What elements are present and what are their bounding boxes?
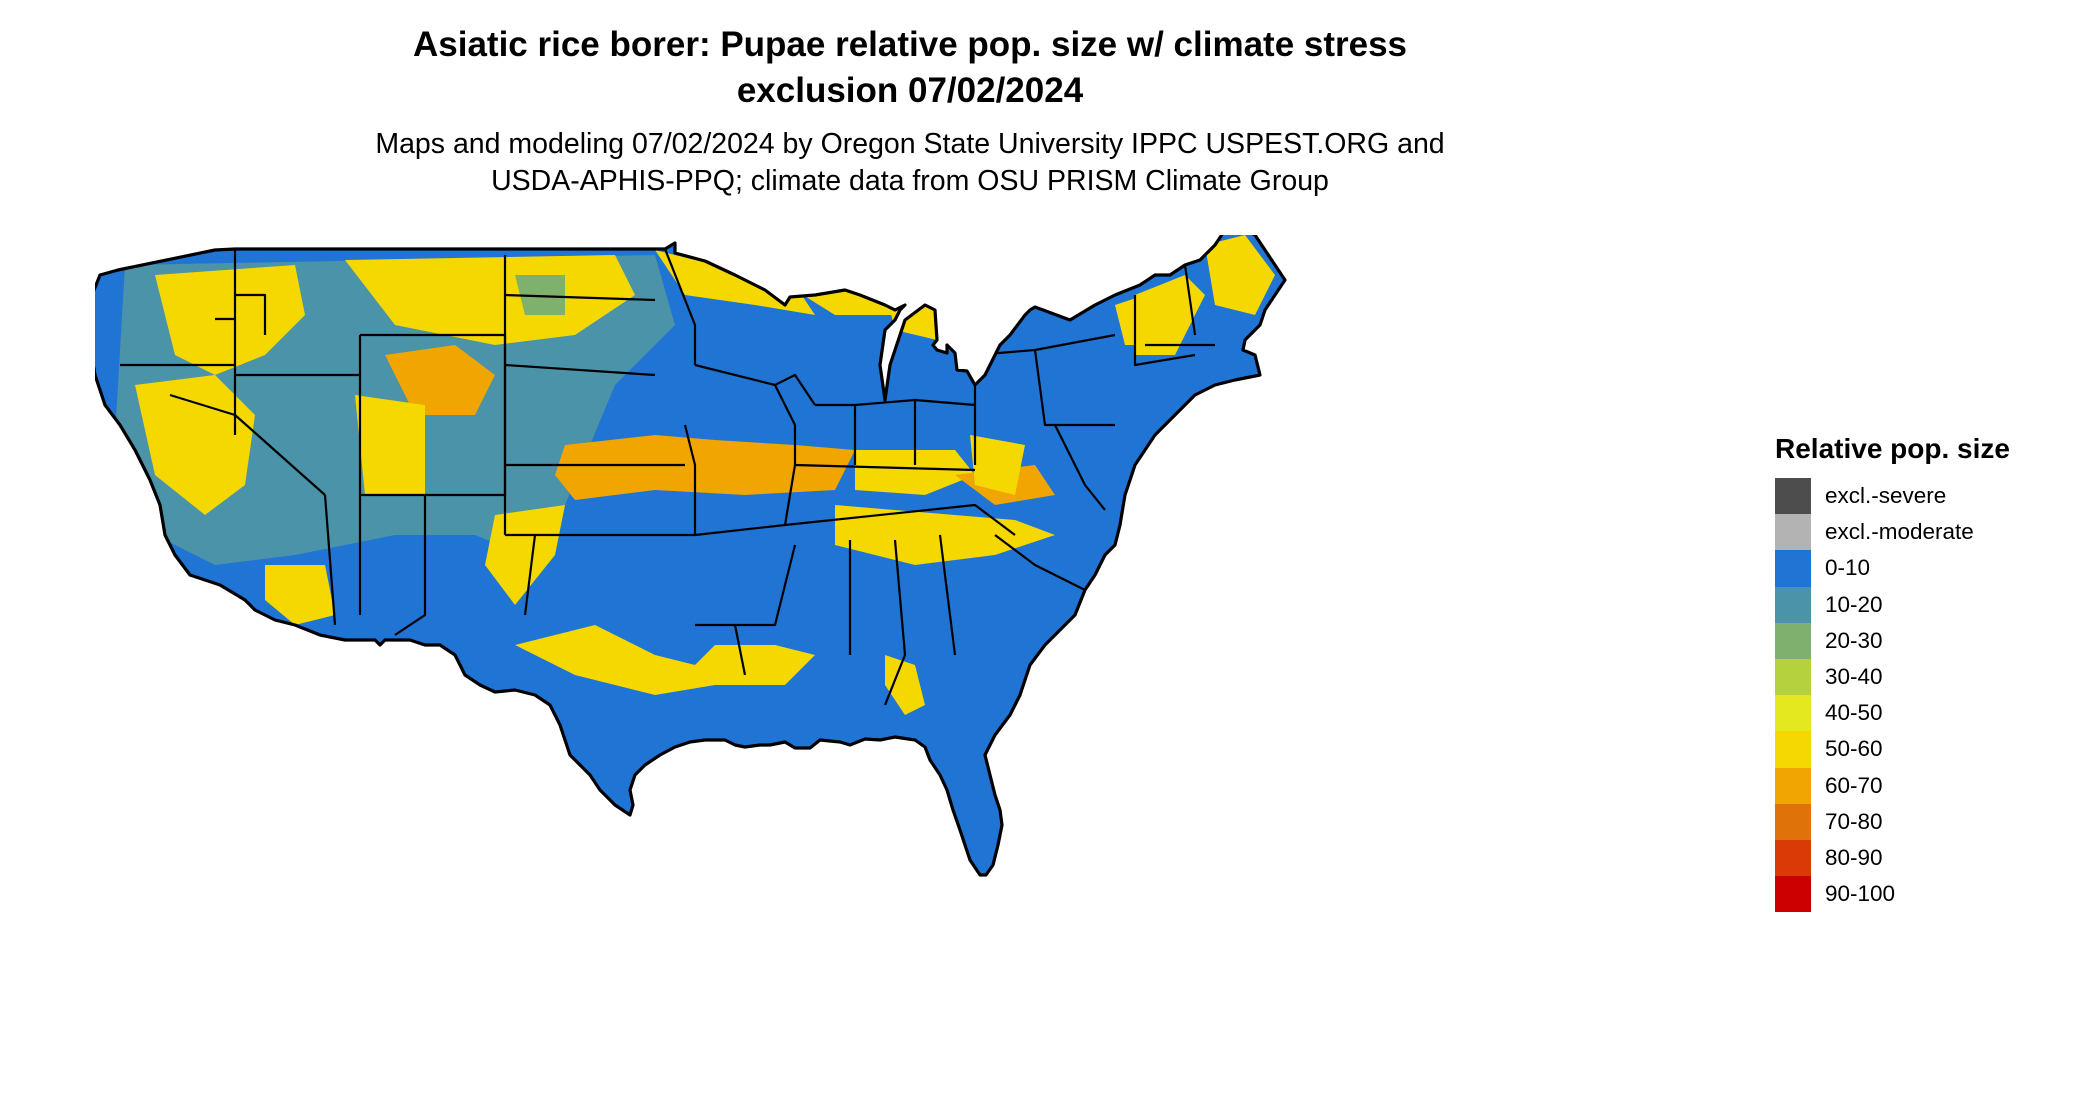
risk-zone <box>515 625 815 695</box>
risk-zone <box>970 435 1025 495</box>
legend-label: 70-80 <box>1825 808 1883 834</box>
legend-label: excl.-severe <box>1825 483 1947 509</box>
state-boundary <box>774 373 816 406</box>
legend-rows: excl.-severe excl.-moderate 0-10 10-20 20-30… <box>1775 478 2010 913</box>
legend-label: 10-20 <box>1825 591 1883 617</box>
map-legend: Relative pop. size excl.-severe excl.-mod… <box>1775 432 2010 913</box>
risk-zone <box>885 655 925 715</box>
legend-item: 20-30 <box>1775 622 2010 659</box>
risk-zone <box>385 345 495 415</box>
legend-item: 50-60 <box>1775 731 2010 768</box>
state-boundary <box>733 624 747 676</box>
legend-item: 40-50 <box>1775 695 2010 732</box>
state-boundary <box>784 503 1016 536</box>
state-boundary <box>523 534 537 616</box>
risk-zone <box>555 435 855 500</box>
legend-item: 60-70 <box>1775 767 2010 804</box>
legend-swatch <box>1775 514 1811 551</box>
state-boundary <box>663 248 697 365</box>
legend-swatch <box>1775 586 1811 623</box>
map-title-line-2: exclusion 07/02/2024 <box>736 71 1084 110</box>
state-boundary <box>883 539 907 706</box>
legend-item: 80-90 <box>1775 839 2010 877</box>
state-boundary <box>235 293 267 335</box>
legend-label: 40-50 <box>1825 700 1883 726</box>
state-boundary <box>1033 349 1115 427</box>
state-boundary <box>504 293 656 302</box>
risk-zone <box>355 395 425 495</box>
legend-item: 90-100 <box>1775 876 2010 913</box>
legend-swatch <box>1775 876 1811 913</box>
us-risk-map <box>95 235 1287 877</box>
state-boundary <box>695 544 797 627</box>
legend-item: excl.-severe <box>1775 478 2010 515</box>
legend-swatch <box>1775 803 1811 840</box>
state-boundary <box>323 494 337 626</box>
risk-zone <box>265 565 335 625</box>
legend-label: 20-30 <box>1825 627 1883 653</box>
state-boundary <box>994 534 1086 591</box>
map-subtitle-line-1: Maps and modeling 07/02/2024 by Oregon S… <box>375 128 1445 160</box>
state-boundary <box>1133 295 1196 367</box>
state-boundary <box>504 363 656 377</box>
legend-item: 30-40 <box>1775 658 2010 696</box>
state-boundary <box>1183 264 1197 336</box>
state-boundary <box>169 393 326 496</box>
legend-label: 90-100 <box>1825 881 1896 907</box>
legend-label: 60-70 <box>1825 772 1883 798</box>
legend-swatch <box>1775 695 1811 732</box>
legend-item: 10-20 <box>1775 586 2010 623</box>
legend-label: excl.-moderate <box>1825 519 1974 545</box>
risk-zones <box>115 235 1275 715</box>
state-boundary <box>694 523 786 537</box>
legend-swatch <box>1775 767 1811 804</box>
state-boundary <box>1054 424 1106 511</box>
risk-zone <box>855 450 975 495</box>
state-boundary <box>938 534 957 656</box>
state-boundary <box>683 424 697 535</box>
risk-zone <box>835 505 1055 565</box>
legend-swatch <box>1775 731 1811 768</box>
map-title-line-1: Asiatic rice borer: Pupae relative pop. … <box>412 25 1408 64</box>
legend-label: 30-40 <box>1825 664 1883 690</box>
legend-swatch <box>1775 622 1811 659</box>
legend-item: 70-80 <box>1775 803 2010 840</box>
legend-label: 0-10 <box>1825 555 1871 581</box>
legend-swatch <box>1775 839 1811 877</box>
legend-item: excl.-moderate <box>1775 514 2010 551</box>
legend-swatch <box>1775 658 1811 696</box>
state-boundaries <box>120 248 1215 706</box>
legend-item: 0-10 <box>1775 550 2010 587</box>
state-boundary <box>794 463 976 472</box>
risk-zone <box>515 275 565 315</box>
state-boundary <box>694 363 797 526</box>
map-title: Asiatic rice borer: Pupae relative pop. … <box>240 22 1580 114</box>
risk-zone <box>1205 235 1275 315</box>
state-boundary <box>394 495 427 636</box>
legend-swatch <box>1775 478 1811 515</box>
risk-zone <box>135 375 255 515</box>
legend-swatch <box>1775 550 1811 587</box>
legend-label: 50-60 <box>1825 736 1883 762</box>
map-subtitle-line-2: USDA-APHIS-PPQ; climate data from OSU PR… <box>491 165 1329 197</box>
map-subtitle: Maps and modeling 07/02/2024 by Oregon S… <box>240 126 1580 200</box>
legend-title: Relative pop. size <box>1775 433 2010 464</box>
legend-label: 80-90 <box>1825 844 1883 870</box>
